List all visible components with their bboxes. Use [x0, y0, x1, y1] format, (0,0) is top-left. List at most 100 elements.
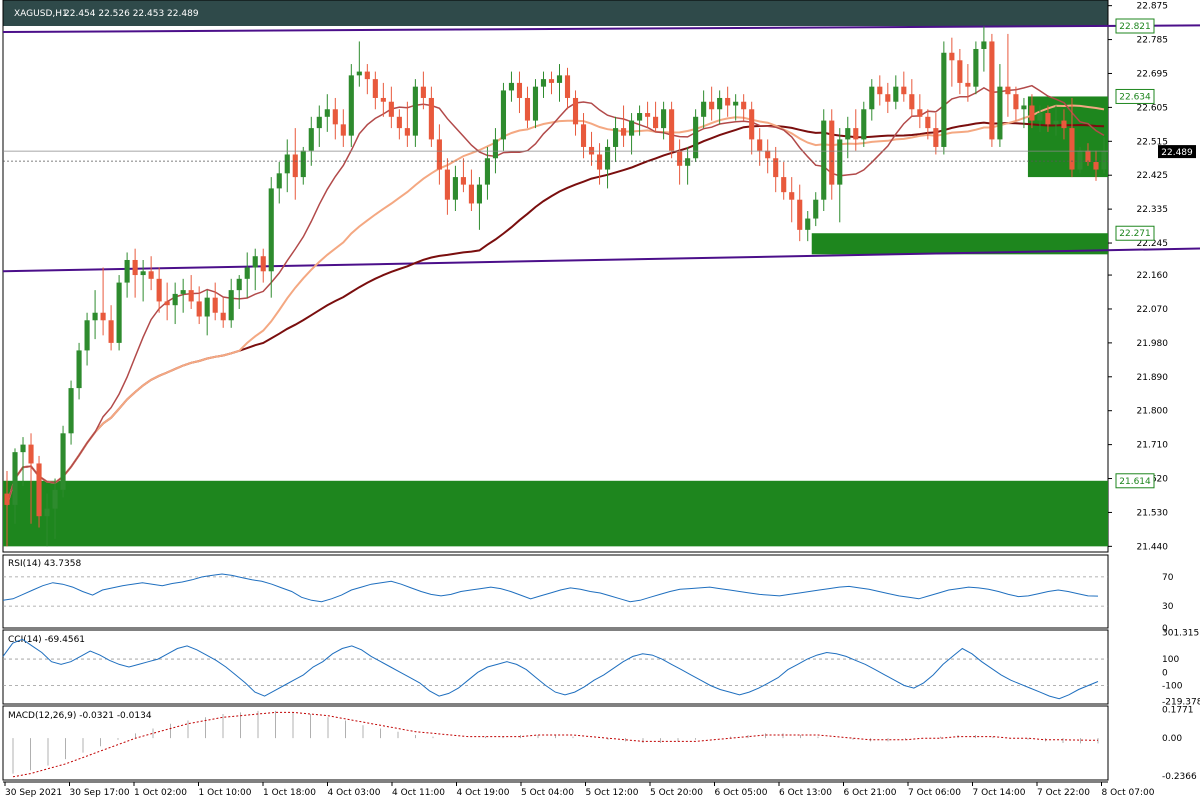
candle-body	[372, 79, 378, 98]
pane-frame	[2, 554, 1109, 629]
candle-body	[620, 128, 627, 136]
candle-body	[1045, 113, 1051, 125]
header-bar	[3, 0, 1108, 26]
time-tick-label: 30 Sep 2021	[5, 788, 62, 798]
candle-body	[989, 41, 995, 140]
candle-body	[1101, 151, 1107, 170]
candle-body	[1037, 113, 1043, 121]
time-tick-label: 4 Oct 19:00	[457, 788, 510, 798]
level-label-box	[1115, 18, 1155, 34]
candle-body	[204, 297, 210, 317]
candle-body	[869, 86, 875, 110]
level-label-box	[1115, 473, 1155, 489]
candle-body	[604, 146, 611, 170]
candle-body	[885, 94, 891, 102]
candle-body	[348, 75, 354, 136]
pane-tick-label: 0	[1162, 668, 1168, 678]
candle-body	[236, 278, 242, 291]
candle-body	[100, 312, 106, 321]
level-label: 22.821	[1119, 22, 1151, 32]
candle-body	[532, 86, 539, 121]
rsi-pane[interactable]: RSI(14) 43.7358 70 30 0	[2, 554, 1174, 634]
candle-body	[813, 199, 819, 219]
lower-channel-line	[2, 247, 1200, 273]
cci-pane[interactable]: CCI(14) -69.4561 301.3157 100 0 -100 -219.37…	[2, 628, 1200, 707]
candle-body	[492, 139, 499, 159]
level-label: 21.614	[1119, 477, 1151, 487]
candle-body	[300, 150, 306, 178]
candle-body	[781, 177, 787, 193]
candle-body	[1005, 86, 1011, 95]
macd-signal-line	[12, 711, 1099, 778]
upper-channel-line	[2, 24, 1200, 34]
pane-frame	[2, 629, 1109, 705]
candle-body	[669, 109, 675, 151]
time-tick-label: 5 Oct 04:00	[521, 788, 574, 798]
current-price-label: 22.489	[1161, 148, 1193, 158]
time-axis: 30 Sep 2021 30 Sep 17:00 1 Oct 02:00 1 Oct …	[3, 781, 1155, 798]
price-tick-label: 21.890	[1137, 373, 1169, 383]
candle-body	[20, 444, 26, 453]
candle-body	[548, 79, 555, 83]
time-tick-label: 7 Oct 14:00	[973, 788, 1026, 798]
candle-body	[877, 86, 883, 95]
candle-body	[396, 116, 402, 129]
candle-body	[132, 259, 138, 276]
candle-body	[901, 86, 907, 95]
macd-pane[interactable]: MACD(12,26,9) -0.0321 -0.0134 0.1771 0.00…	[2, 705, 1197, 783]
candle-body	[973, 48, 979, 87]
candle-body	[965, 82, 971, 87]
candle-body	[116, 282, 122, 343]
candle-body	[84, 320, 90, 351]
candle-body	[1029, 105, 1035, 121]
candle-body	[925, 116, 931, 129]
price-tick-label: 21.800	[1137, 407, 1169, 417]
candle-body	[540, 79, 547, 87]
candle-body	[693, 116, 699, 159]
candle-body	[380, 97, 386, 102]
candle-body	[853, 128, 859, 140]
price-tick-label: 21.440	[1137, 542, 1169, 552]
rsi-line	[2, 573, 1099, 603]
candle-body	[917, 109, 923, 117]
candle-body	[572, 97, 579, 125]
candle-body	[228, 290, 234, 321]
candle-body	[276, 173, 282, 189]
time-tick-label: 30 Sep 17:00	[70, 788, 130, 798]
candle-body	[653, 116, 659, 129]
candle-body	[797, 199, 803, 230]
price-pane[interactable]: XAGUSD,H1 22.454 22.526 22.453 22.489 22…	[2, 0, 1200, 553]
candle-body	[516, 82, 523, 98]
candle-body	[508, 82, 515, 91]
candle-body	[76, 350, 82, 389]
price-tick-label: 22.070	[1137, 305, 1169, 315]
candle-body	[677, 150, 683, 166]
candle-body	[1085, 150, 1091, 163]
pane-tick-label: 0.1771	[1162, 706, 1194, 716]
candle-body	[524, 97, 531, 121]
price-tick-label: 22.245	[1137, 239, 1169, 249]
level-label: 22.634	[1119, 92, 1151, 102]
candle-body	[789, 192, 795, 200]
price-tick-label: 22.605	[1137, 103, 1169, 113]
candle-body	[765, 150, 771, 159]
candle-body	[260, 256, 266, 272]
candle-body	[52, 489, 58, 509]
candle-body	[1013, 94, 1019, 110]
candle-body	[156, 278, 162, 302]
candle-body	[556, 75, 563, 83]
candle-body	[180, 290, 186, 294]
candle-body	[332, 109, 338, 125]
candle-body	[701, 101, 707, 117]
pane-tick-label: -0.2366	[1162, 772, 1197, 782]
candle-body	[949, 52, 955, 61]
level-label-box	[1115, 225, 1155, 241]
candle-body	[612, 128, 619, 147]
candle-body	[308, 128, 314, 151]
candle-body	[564, 75, 571, 98]
time-tick-label: 7 Oct 22:00	[1037, 788, 1090, 798]
candle-body	[108, 320, 114, 343]
price-axis: 22.875 22.785 22.695 22.605 22.515 22.425 22.3…	[2, 0, 1169, 553]
